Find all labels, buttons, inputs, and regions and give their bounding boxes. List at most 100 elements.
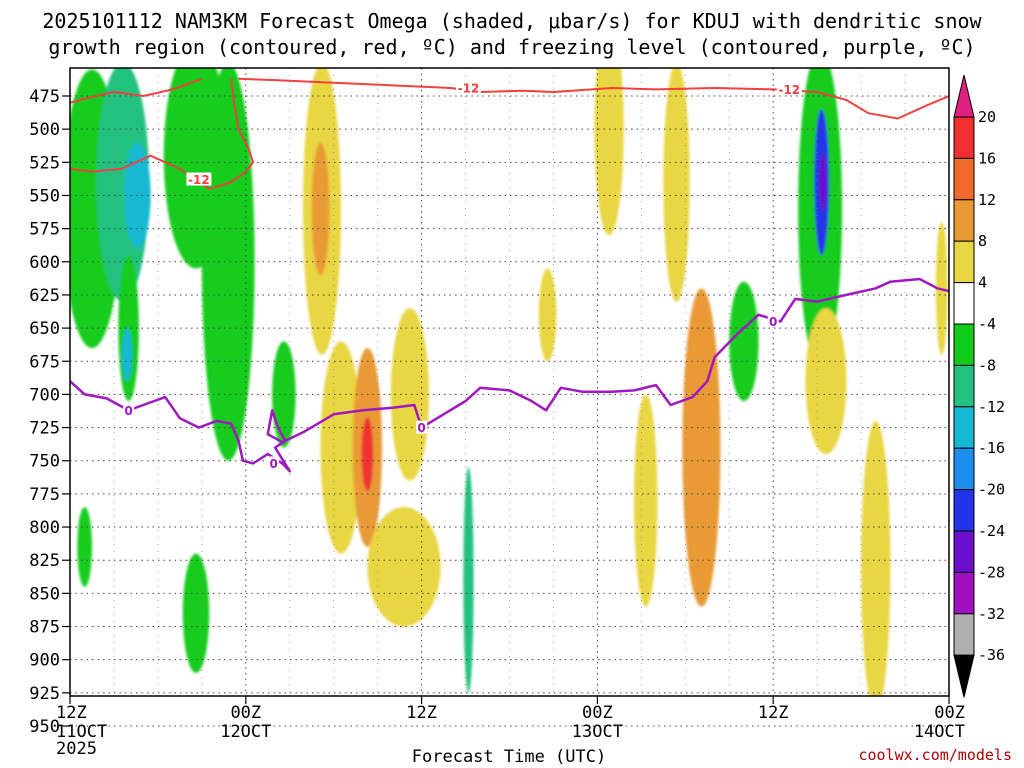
- omega-area-7: [77, 507, 92, 587]
- freezing-contour-label-3: 0: [769, 315, 777, 329]
- colorbar-label-4: 4: [978, 274, 987, 292]
- freezing-contour-label-bg-1: [268, 456, 280, 470]
- omega-area-27: [805, 308, 847, 455]
- colorbar-label-5: -4: [978, 315, 996, 333]
- colorbar-label-13: -36: [978, 646, 1005, 664]
- x-tick-label-0-2: 11OCT: [56, 722, 107, 742]
- omega-area-21: [634, 394, 658, 607]
- dgz-contour-label-bg-2: [186, 172, 212, 186]
- x-tick-label-3-2: 13OCT: [572, 722, 623, 742]
- colorbar-bin-7: [953, 406, 975, 449]
- colorbar-label-2: 12: [978, 191, 996, 209]
- colorbar-bin-0: [953, 116, 975, 159]
- colorbar-label-7: -12: [978, 398, 1005, 416]
- y-tick-label-950: 950: [29, 717, 60, 737]
- dgz-contour-label-2: -12: [188, 173, 210, 187]
- credit-text: coolwx.com/models: [858, 746, 1012, 764]
- omega-area-14: [361, 416, 374, 492]
- x-tick-label-3-1: 00Z: [582, 703, 613, 723]
- y-tick-label-700: 700: [29, 385, 60, 405]
- colorbar-label-10: -24: [978, 522, 1005, 540]
- x-tick-label-4-1: 12Z: [758, 703, 789, 723]
- terrain-ground: [70, 696, 949, 736]
- colorbar-label-3: 8: [978, 232, 987, 250]
- x-axis-title: Forecast Time (UTC): [412, 747, 606, 767]
- y-tick-label-825: 825: [29, 551, 60, 571]
- y-tick-label-575: 575: [29, 220, 60, 240]
- y-tick-label-525: 525: [29, 153, 60, 173]
- chart-title-line1: 2025101112 NAM3KM Forecast Omega (shaded…: [42, 9, 982, 33]
- colorbar-bin-10: [953, 530, 975, 573]
- y-tick-label-625: 625: [29, 286, 60, 306]
- omega-area-18: [538, 268, 557, 362]
- dgz-contour-line-2: [238, 77, 949, 120]
- x-tick-label-1-2: 12OCT: [220, 722, 271, 742]
- colorbar: 20 16 12 8 4 -4 -8 -12 -16 -20 -24 -28 -32 -36: [953, 74, 1005, 698]
- colorbar-label-0: 20: [978, 108, 996, 126]
- dgz-contour-label-bg-0: [455, 81, 481, 95]
- omega-area-17: [463, 467, 474, 693]
- colorbar-bin-6: [953, 364, 975, 408]
- colorbar-label-12: -32: [978, 605, 1005, 623]
- colorbar-bin-12: [953, 613, 975, 656]
- y-tick-label-775: 775: [29, 485, 60, 505]
- x-tick-label-2-1: 12Z: [406, 703, 437, 723]
- y-tick-label-600: 600: [29, 253, 60, 273]
- x-tick-label-0-1: 12Z: [56, 703, 87, 723]
- dgz-contour-label-1: -12: [778, 83, 800, 97]
- y-tick-label-475: 475: [29, 87, 60, 107]
- omega-shading-layer: [70, 68, 948, 696]
- omega-area-9: [272, 341, 296, 448]
- omega-area-20: [663, 68, 690, 302]
- x-tick-label-5-2: 14OCT: [914, 722, 965, 742]
- x-tick-label-1-1: 00Z: [230, 703, 261, 723]
- y-tick-label-925: 925: [29, 684, 60, 704]
- omega-area-28: [861, 420, 891, 696]
- omega-area-15: [390, 308, 429, 481]
- omega-area-16: [367, 507, 441, 627]
- dgz-contour-label-0: -12: [458, 82, 480, 96]
- colorbar-bin-4: [953, 282, 975, 325]
- dgz-contour-label-bg-1: [776, 82, 802, 96]
- omega-area-8: [182, 553, 210, 673]
- colorbar-bin-2: [953, 199, 975, 242]
- x-tick-label-5-1: 00Z: [934, 703, 965, 723]
- freezing-contour-label-2: 0: [417, 421, 425, 435]
- y-tick-label-900: 900: [29, 651, 60, 671]
- x-tick-label-0-3: 2025: [56, 739, 97, 759]
- plot-frame: [69, 67, 950, 697]
- y-tick-label-750: 750: [29, 452, 60, 472]
- omega-area-22: [682, 288, 721, 607]
- omega-area-6: [201, 68, 255, 461]
- colorbar-bin-11: [953, 571, 975, 615]
- omega-area-19: [594, 68, 624, 236]
- y-tick-label-500: 500: [29, 120, 60, 140]
- colorbar-label-11: -28: [978, 563, 1005, 581]
- colorbar-label-1: 16: [978, 149, 996, 167]
- omega-area-26: [819, 153, 827, 212]
- freezing-contour-label-bg-3: [767, 314, 779, 328]
- dgz-contour-line-0: [70, 77, 203, 104]
- freezing-contour-label-0: 0: [124, 404, 132, 418]
- colorbar-top-arrow: [953, 74, 975, 118]
- y-axis: 475 500 525 550 575 600 625 650 675 700 725 750 775 8…: [29, 87, 70, 737]
- y-tick-label-800: 800: [29, 518, 60, 538]
- colorbar-bottom-arrow: [953, 654, 975, 698]
- colorbar-bin-3: [953, 240, 975, 284]
- y-tick-label-850: 850: [29, 584, 60, 604]
- freezing-contour-label-bg-2: [416, 420, 428, 434]
- omega-area-11: [311, 142, 330, 276]
- y-tick-label-875: 875: [29, 618, 60, 638]
- omega-area-4: [122, 328, 133, 382]
- freezing-contour-label-1: 0: [269, 457, 277, 471]
- colorbar-bin-5: [953, 323, 975, 366]
- colorbar-label-6: -8: [978, 356, 996, 374]
- y-tick-label-550: 550: [29, 186, 60, 206]
- freezing-contour-line-0: [70, 277, 949, 473]
- colorbar-bin-1: [953, 157, 975, 201]
- colorbar-label-8: -16: [978, 439, 1005, 457]
- omega-area-23: [729, 281, 759, 402]
- y-tick-label-725: 725: [29, 419, 60, 439]
